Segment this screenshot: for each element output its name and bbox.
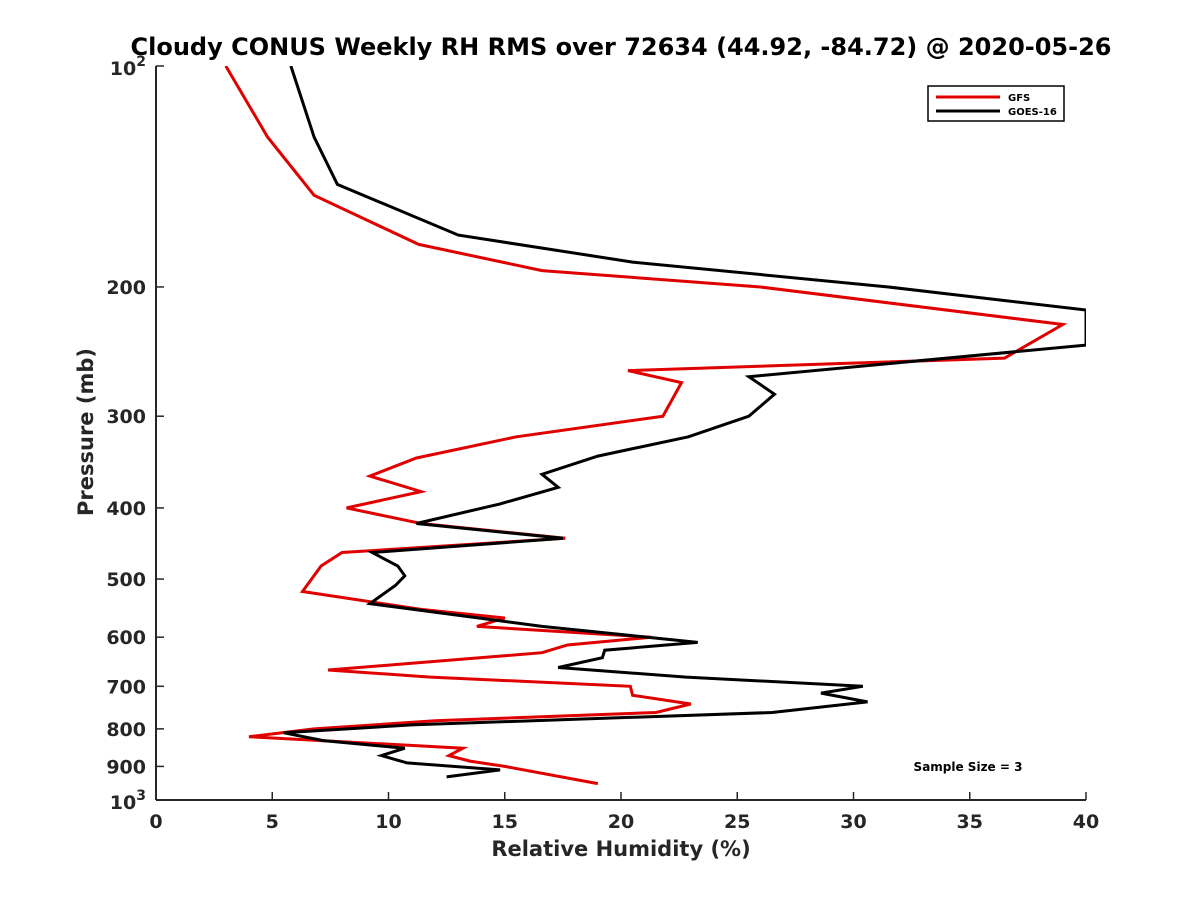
y-axis-ticks: 102 200 300 400 500 600 700 800 900 103 (106, 54, 164, 814)
x-tick-label: 25 (724, 811, 750, 833)
y-tick-label: 200 (106, 277, 146, 299)
x-tick-label: 15 (492, 811, 518, 833)
legend: GFS GOES-16 (927, 85, 1065, 122)
y-axis-label: Pressure (mb) (74, 348, 98, 516)
x-axis-label: Relative Humidity (%) (491, 837, 750, 861)
series-line-gfs (224, 66, 1068, 786)
y-tick-label: 500 (106, 569, 146, 591)
y-tick-label: 300 (106, 406, 146, 428)
y-tick-label: 700 (106, 676, 146, 698)
y-tick-label: 600 (106, 627, 146, 649)
y-tick-label: 800 (106, 719, 146, 741)
x-tick-label: 0 (149, 811, 162, 833)
legend-box (927, 85, 1065, 122)
chart-title: Cloudy CONUS Weekly RH RMS over 72634 (4… (131, 33, 1112, 61)
series-lines (224, 66, 1086, 786)
x-tick-label: 20 (608, 811, 634, 833)
y-tick-label: 103 (110, 788, 146, 814)
legend-label-goes-16: GOES-16 (1008, 107, 1057, 118)
y-tick-label: 102 (110, 54, 146, 80)
y-tick-label: 900 (106, 756, 146, 778)
x-axis-ticks: 0 5 10 15 20 25 30 35 40 (149, 792, 1099, 833)
x-tick-label: 10 (375, 811, 401, 833)
legend-label-gfs: GFS (1008, 93, 1030, 104)
x-tick-label: 35 (957, 811, 983, 833)
x-tick-label: 40 (1073, 811, 1099, 833)
sample-size-annotation: Sample Size = 3 (914, 760, 1023, 774)
y-tick-label: 400 (106, 498, 146, 520)
series-line-goes-16 (283, 66, 1086, 779)
x-tick-label: 5 (266, 811, 279, 833)
x-tick-label: 30 (840, 811, 866, 833)
